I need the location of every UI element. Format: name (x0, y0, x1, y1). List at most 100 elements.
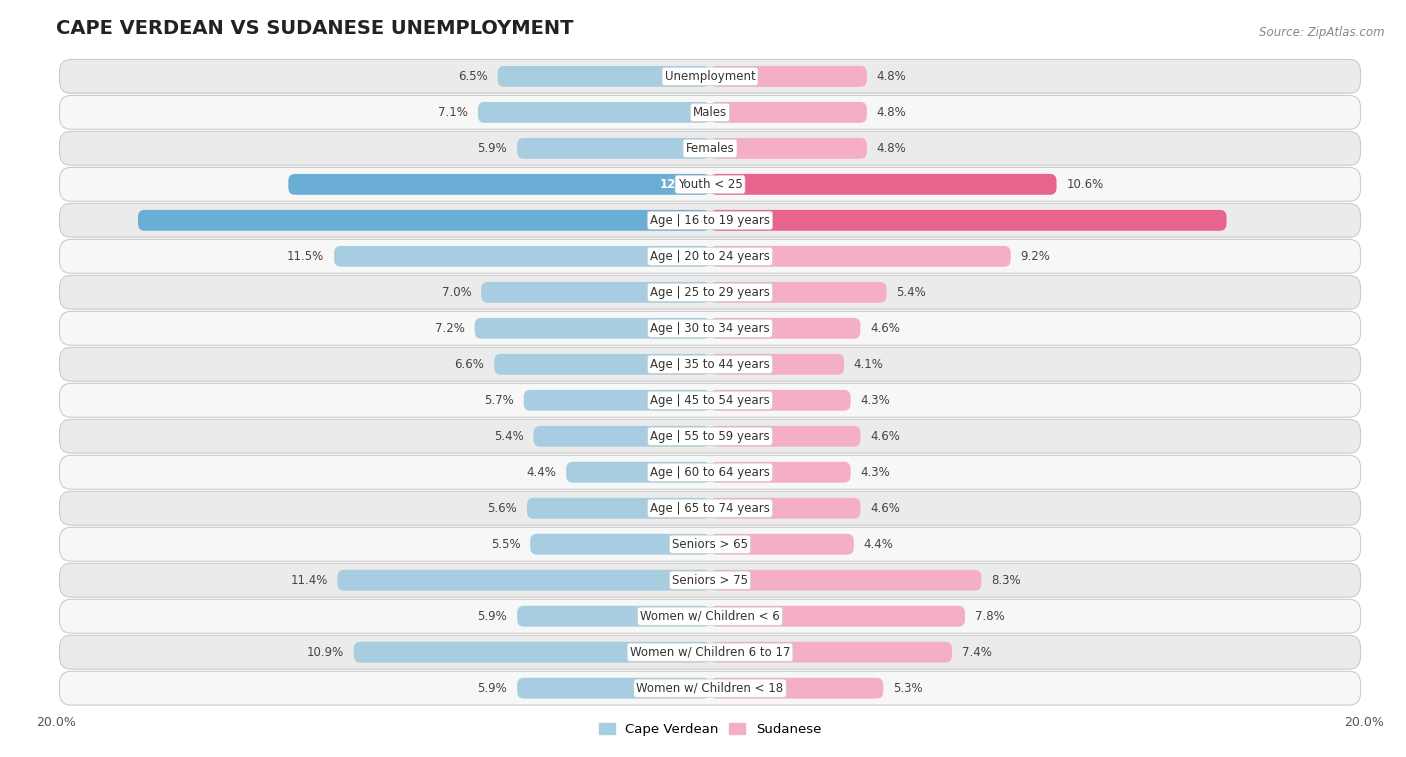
Text: 11.5%: 11.5% (287, 250, 325, 263)
Text: Age | 65 to 74 years: Age | 65 to 74 years (650, 502, 770, 515)
Text: Youth < 25: Youth < 25 (678, 178, 742, 191)
FancyBboxPatch shape (527, 498, 710, 519)
Text: 5.6%: 5.6% (488, 502, 517, 515)
Text: 4.6%: 4.6% (870, 322, 900, 335)
FancyBboxPatch shape (354, 642, 710, 662)
FancyBboxPatch shape (59, 132, 1361, 165)
Text: 7.2%: 7.2% (434, 322, 465, 335)
FancyBboxPatch shape (59, 204, 1361, 237)
FancyBboxPatch shape (59, 528, 1361, 561)
FancyBboxPatch shape (533, 426, 710, 447)
FancyBboxPatch shape (335, 246, 710, 266)
FancyBboxPatch shape (710, 606, 965, 627)
FancyBboxPatch shape (288, 174, 710, 195)
FancyBboxPatch shape (530, 534, 710, 555)
FancyBboxPatch shape (710, 138, 868, 159)
FancyBboxPatch shape (59, 635, 1361, 669)
FancyBboxPatch shape (710, 210, 1226, 231)
Text: 4.1%: 4.1% (853, 358, 884, 371)
Text: Males: Males (693, 106, 727, 119)
Text: Unemployment: Unemployment (665, 70, 755, 83)
Text: Females: Females (686, 142, 734, 155)
Text: 4.8%: 4.8% (877, 142, 907, 155)
FancyBboxPatch shape (710, 318, 860, 338)
FancyBboxPatch shape (59, 311, 1361, 345)
Text: 5.5%: 5.5% (491, 537, 520, 551)
Text: Age | 20 to 24 years: Age | 20 to 24 years (650, 250, 770, 263)
FancyBboxPatch shape (59, 563, 1361, 597)
FancyBboxPatch shape (517, 606, 710, 627)
Text: 7.8%: 7.8% (974, 609, 1004, 623)
Text: 17.5%: 17.5% (659, 213, 700, 227)
Text: Age | 25 to 29 years: Age | 25 to 29 years (650, 286, 770, 299)
Text: 5.4%: 5.4% (494, 430, 523, 443)
Text: 8.3%: 8.3% (991, 574, 1021, 587)
FancyBboxPatch shape (710, 462, 851, 483)
Text: CAPE VERDEAN VS SUDANESE UNEMPLOYMENT: CAPE VERDEAN VS SUDANESE UNEMPLOYMENT (56, 18, 574, 38)
FancyBboxPatch shape (495, 354, 710, 375)
Legend: Cape Verdean, Sudanese: Cape Verdean, Sudanese (593, 718, 827, 741)
FancyBboxPatch shape (523, 390, 710, 411)
Text: 7.4%: 7.4% (962, 646, 991, 659)
FancyBboxPatch shape (710, 498, 860, 519)
Text: 4.6%: 4.6% (870, 430, 900, 443)
Text: Source: ZipAtlas.com: Source: ZipAtlas.com (1260, 26, 1385, 39)
Text: 7.1%: 7.1% (439, 106, 468, 119)
Text: 4.8%: 4.8% (877, 106, 907, 119)
Text: 5.9%: 5.9% (478, 142, 508, 155)
FancyBboxPatch shape (710, 174, 1056, 195)
FancyBboxPatch shape (710, 570, 981, 590)
Text: 4.4%: 4.4% (526, 466, 557, 478)
FancyBboxPatch shape (481, 282, 710, 303)
FancyBboxPatch shape (59, 600, 1361, 633)
Text: 5.9%: 5.9% (478, 609, 508, 623)
FancyBboxPatch shape (475, 318, 710, 338)
Text: 6.6%: 6.6% (454, 358, 485, 371)
Text: 4.6%: 4.6% (870, 502, 900, 515)
FancyBboxPatch shape (59, 491, 1361, 525)
FancyBboxPatch shape (710, 354, 844, 375)
Text: 5.9%: 5.9% (478, 682, 508, 695)
Text: 9.2%: 9.2% (1021, 250, 1050, 263)
Text: Women w/ Children 6 to 17: Women w/ Children 6 to 17 (630, 646, 790, 659)
Text: Age | 45 to 54 years: Age | 45 to 54 years (650, 394, 770, 407)
FancyBboxPatch shape (517, 678, 710, 699)
Text: 5.4%: 5.4% (897, 286, 927, 299)
FancyBboxPatch shape (567, 462, 710, 483)
Text: 4.3%: 4.3% (860, 466, 890, 478)
FancyBboxPatch shape (517, 138, 710, 159)
Text: 7.0%: 7.0% (441, 286, 471, 299)
Text: 5.7%: 5.7% (484, 394, 515, 407)
FancyBboxPatch shape (59, 95, 1361, 129)
FancyBboxPatch shape (59, 239, 1361, 273)
FancyBboxPatch shape (710, 642, 952, 662)
FancyBboxPatch shape (498, 66, 710, 87)
FancyBboxPatch shape (59, 60, 1361, 93)
FancyBboxPatch shape (59, 419, 1361, 453)
Text: Seniors > 75: Seniors > 75 (672, 574, 748, 587)
FancyBboxPatch shape (59, 383, 1361, 417)
Text: 11.4%: 11.4% (290, 574, 328, 587)
Text: Age | 30 to 34 years: Age | 30 to 34 years (650, 322, 770, 335)
Text: 12.9%: 12.9% (659, 178, 700, 191)
Text: Women w/ Children < 18: Women w/ Children < 18 (637, 682, 783, 695)
FancyBboxPatch shape (710, 534, 853, 555)
Text: Age | 55 to 59 years: Age | 55 to 59 years (650, 430, 770, 443)
FancyBboxPatch shape (478, 102, 710, 123)
FancyBboxPatch shape (710, 66, 868, 87)
Text: 10.6%: 10.6% (1066, 178, 1104, 191)
Text: 4.8%: 4.8% (877, 70, 907, 83)
FancyBboxPatch shape (59, 456, 1361, 489)
Text: 4.4%: 4.4% (863, 537, 894, 551)
FancyBboxPatch shape (138, 210, 710, 231)
FancyBboxPatch shape (337, 570, 710, 590)
FancyBboxPatch shape (710, 426, 860, 447)
Text: 5.3%: 5.3% (893, 682, 922, 695)
Text: Seniors > 65: Seniors > 65 (672, 537, 748, 551)
FancyBboxPatch shape (710, 246, 1011, 266)
FancyBboxPatch shape (59, 276, 1361, 309)
FancyBboxPatch shape (59, 167, 1361, 201)
Text: 6.5%: 6.5% (458, 70, 488, 83)
Text: 4.3%: 4.3% (860, 394, 890, 407)
Text: Age | 35 to 44 years: Age | 35 to 44 years (650, 358, 770, 371)
